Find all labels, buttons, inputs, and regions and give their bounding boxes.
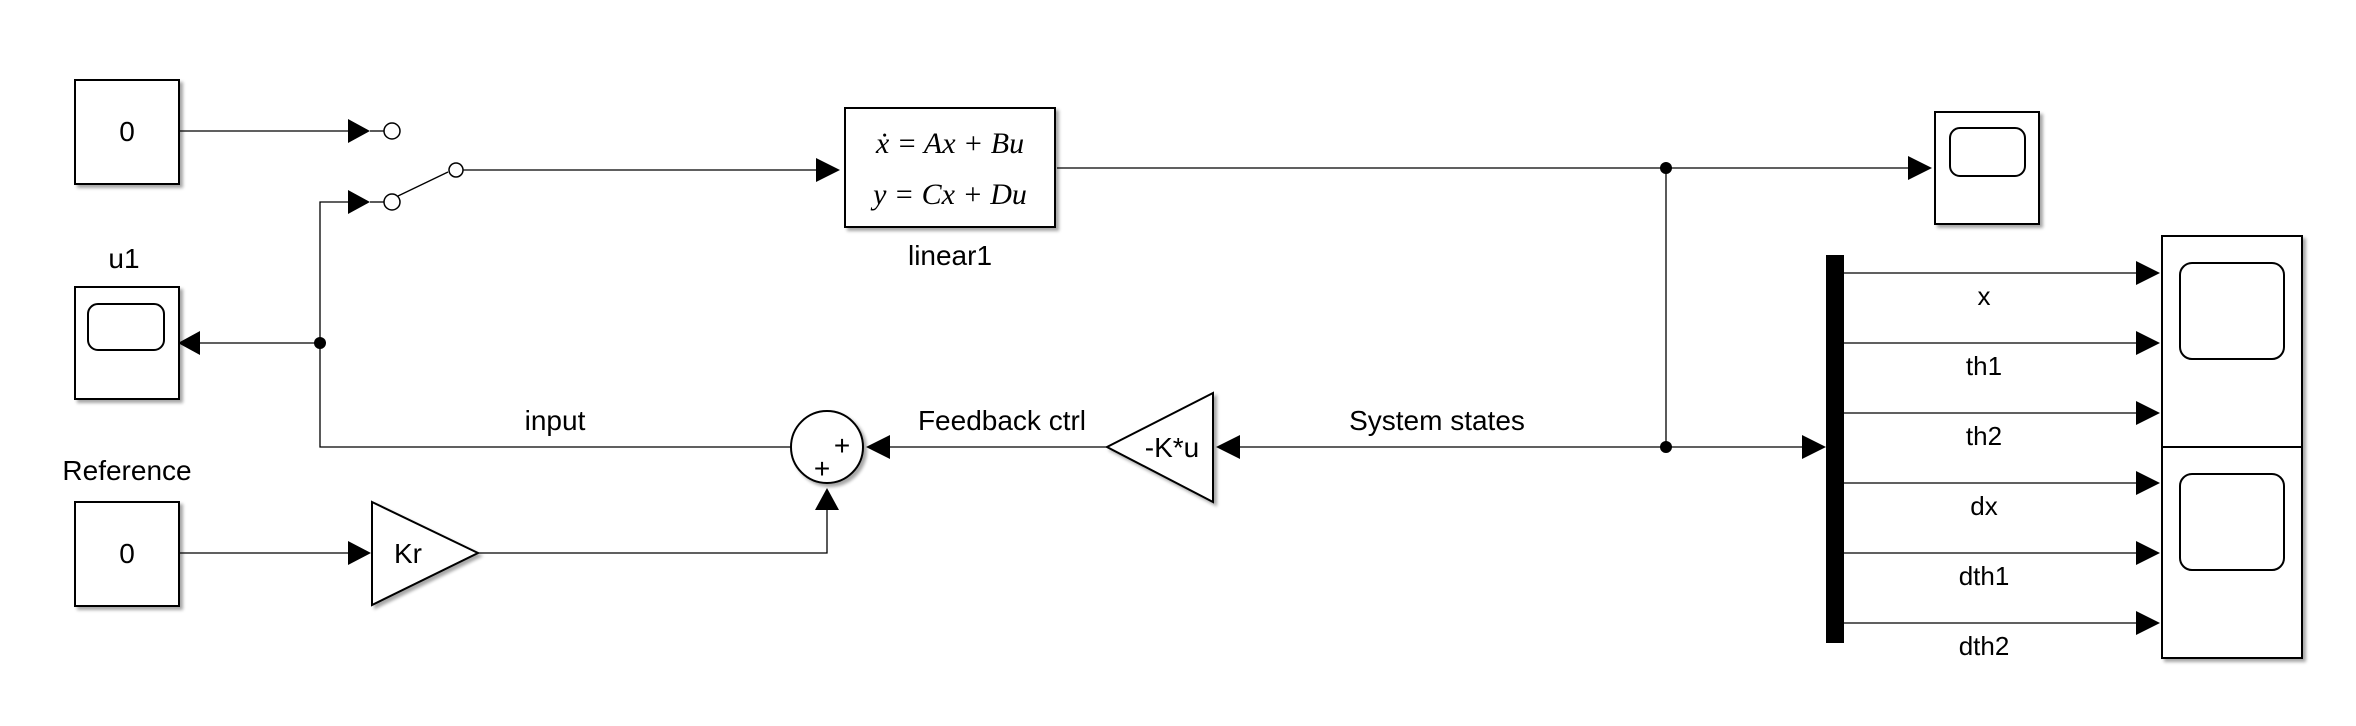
reference-value: 0 (119, 538, 135, 569)
constant-block-top[interactable]: 0 (74, 79, 180, 185)
arrowhead (815, 488, 839, 510)
scope-block-u1[interactable] (74, 286, 180, 400)
arrowhead (348, 541, 371, 565)
scope-screen-icon (2179, 262, 2285, 360)
sum-block[interactable]: + + (790, 410, 864, 484)
signal-label-th1: th1 (1966, 351, 2002, 381)
arrowhead (1908, 156, 1932, 180)
switch-contact-1 (383, 122, 401, 140)
arrowhead (1216, 435, 1240, 459)
signal-lines (178, 119, 2160, 635)
state-equation: ẋ = Ax + Bu (875, 127, 1024, 160)
constant-block-reference[interactable]: 0 (74, 501, 180, 607)
signal-label-th2: th2 (1966, 421, 2002, 451)
gain-block-feedback[interactable]: -K*u (1104, 391, 1214, 504)
signal-label-x: x (1978, 281, 1991, 311)
demux-outputs (1842, 261, 2160, 635)
arrowhead (348, 190, 370, 214)
arrowhead (866, 435, 890, 459)
scope-block-states[interactable] (2161, 235, 2303, 659)
demux-block[interactable] (1826, 255, 1844, 643)
gain-feedback-text: -K*u (1145, 432, 1199, 463)
switch-contact-2 (383, 193, 401, 211)
scope-screen-icon (87, 303, 165, 351)
branch-point (314, 337, 326, 349)
constant-value: 0 (119, 116, 135, 147)
sum-sign-top: + (834, 430, 850, 461)
output-equation: y = Cx + Du (870, 178, 1027, 211)
scope-block-output[interactable] (1934, 111, 2040, 225)
reference-label: Reference (62, 455, 191, 486)
wire-kr-to-sum[interactable] (478, 500, 828, 554)
signal-label-dx: dx (1970, 491, 1997, 521)
demux-signal-labels: x th1 th2 dx dth1 dth2 (1959, 281, 2010, 661)
wire-input[interactable] (319, 201, 795, 448)
arrowhead (1802, 435, 1826, 459)
signal-label-dth1: dth1 (1959, 561, 2010, 591)
state-space-name: linear1 (908, 240, 992, 271)
signal-label-system-states: System states (1349, 405, 1525, 436)
signal-label-feedback: Feedback ctrl (918, 405, 1086, 436)
arrowhead (816, 158, 840, 182)
scope-u1-label: u1 (108, 243, 139, 274)
signal-label-dth2: dth2 (1959, 631, 2010, 661)
scope-screen-icon (2179, 473, 2285, 571)
gain-block-kr[interactable]: Kr (371, 500, 481, 607)
signal-label-input: input (525, 405, 586, 436)
state-space-block[interactable]: ẋ = Ax + Bu y = Cx + Du (844, 107, 1056, 228)
gain-kr-text: Kr (394, 538, 422, 569)
switch-pivot (448, 162, 464, 178)
switch-lever[interactable] (397, 171, 449, 197)
arrowhead (178, 331, 200, 355)
arrowhead (348, 119, 370, 143)
scope-screen-icon (1949, 127, 2026, 177)
sum-sign-left: + (814, 453, 830, 484)
